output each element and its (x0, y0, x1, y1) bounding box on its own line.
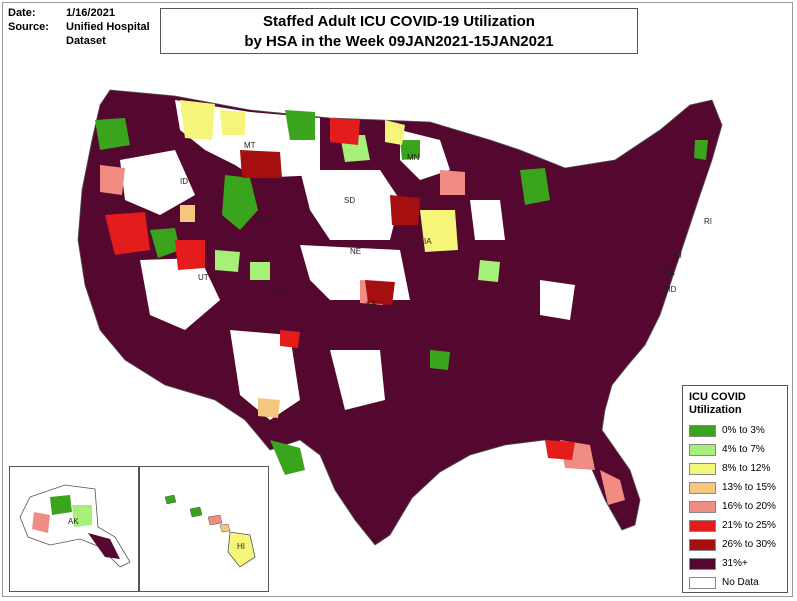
alaska-map: AK (19, 484, 131, 568)
legend-item: 8% to 12% (689, 459, 781, 478)
legend-item-label: 4% to 7% (722, 444, 765, 455)
state-label-ne: NE (350, 247, 361, 256)
hawaii-inset: HI (139, 466, 269, 592)
state-label-ia: IA (424, 237, 432, 246)
legend-item-label: 8% to 12% (722, 463, 771, 474)
state-label-sd: SD (344, 196, 355, 205)
state-label-ak: AK (68, 517, 79, 526)
map-title: Staffed Adult ICU COVID-19 Utilization b… (160, 8, 638, 54)
legend-item: 31%+ (689, 554, 781, 573)
legend-swatch (689, 500, 716, 513)
yellow-patches (180, 100, 458, 252)
state-labels: MT MN ID SD WY IA NE UT CO KS NJ DE MD R… (180, 141, 712, 309)
legend-swatch (689, 519, 716, 532)
legend-swatch (689, 538, 716, 551)
source-value: Unified Hospital Dataset (66, 21, 150, 47)
date-value: 1/16/2021 (66, 7, 115, 19)
date-label: Date: (8, 7, 36, 19)
legend-item-label: 0% to 3% (722, 425, 765, 436)
legend-swatch (689, 443, 716, 456)
state-label-mn: MN (407, 153, 420, 162)
red-patches (105, 118, 575, 460)
legend-item: 16% to 20% (689, 497, 781, 516)
title-line-2: by HSA in the Week 09JAN2021-15JAN2021 (244, 33, 554, 50)
legend-item: 26% to 30% (689, 535, 781, 554)
state-label-md: MD (664, 285, 677, 294)
low-utilization-patches (95, 110, 708, 475)
source-label: Source: (8, 21, 49, 33)
legend-swatch (689, 424, 716, 437)
state-label-id: ID (180, 177, 188, 186)
legend-item: 21% to 25% (689, 516, 781, 535)
legend-swatch (689, 462, 716, 475)
orange-patches (180, 205, 280, 418)
state-label-nj: NJ (672, 251, 682, 260)
state-label-ks: KS (366, 300, 377, 309)
alaska-inset: AK (9, 466, 139, 592)
map-metadata: Date: 1/16/2021 Source: Unified Hospital D… (8, 6, 156, 48)
legend-item: 4% to 7% (689, 440, 781, 459)
state-label-ut: UT (198, 273, 209, 282)
legend-item: 13% to 15% (689, 478, 781, 497)
legend-item-label: 13% to 15% (722, 482, 776, 493)
light-green-patches (215, 135, 500, 282)
legend-item: No Data (689, 573, 781, 592)
legend-swatch (689, 557, 716, 570)
legend-items: 0% to 3% 4% to 7% 8% to 12% 13% to 15% 1… (689, 421, 781, 592)
legend-item-label: 16% to 20% (722, 501, 776, 512)
state-label-hi: HI (237, 542, 245, 551)
legend-swatch (689, 576, 716, 589)
state-label-de: DE (664, 268, 675, 277)
dark-red-patches (240, 150, 420, 305)
map-legend: ICU COVID Utilization 0% to 3% 4% to 7% … (682, 385, 788, 593)
legend-item-label: 26% to 30% (722, 539, 776, 550)
legend-item: 0% to 3% (689, 421, 781, 440)
state-label-wy: WY (257, 215, 271, 224)
legend-title: ICU COVID Utilization (689, 391, 746, 416)
legend-item-label: 21% to 25% (722, 520, 776, 531)
state-label-co: CO (275, 289, 287, 298)
state-label-ri: RI (704, 217, 712, 226)
title-line-1: Staffed Adult ICU COVID-19 Utilization (263, 13, 535, 30)
legend-item-label: 31%+ (722, 558, 748, 569)
legend-item-label: No Data (722, 577, 759, 588)
legend-swatch (689, 481, 716, 494)
state-label-mt: MT (244, 141, 256, 150)
hawaii-map: HI (164, 494, 256, 568)
